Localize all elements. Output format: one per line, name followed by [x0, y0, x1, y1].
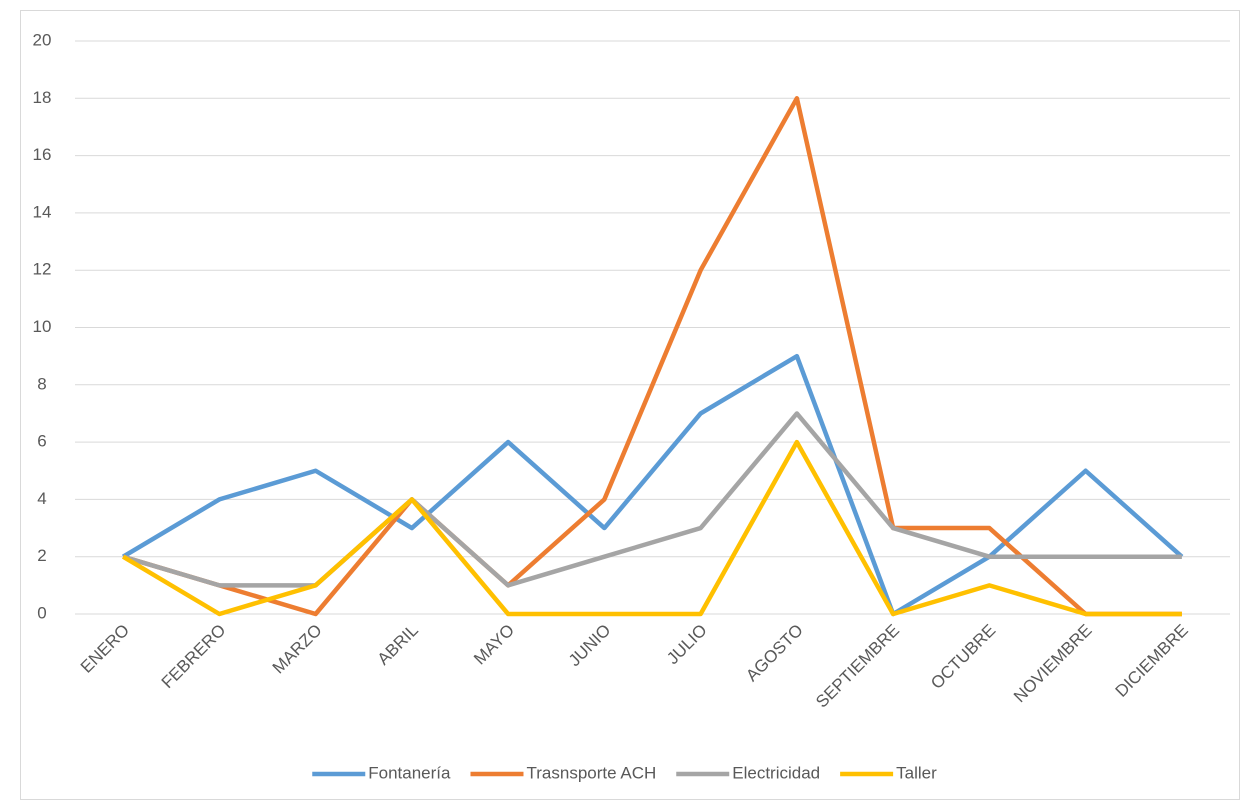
y-tick-label: 16	[33, 145, 52, 164]
y-tick-label: 8	[37, 374, 46, 393]
y-tick-label: 14	[33, 202, 52, 221]
legend-label: Trasnsporte ACH	[526, 763, 656, 782]
legend: Fontanería Trasnsporte ACH Electricidad Tal…	[312, 763, 937, 782]
series-line	[121, 439, 1182, 617]
y-tick-label: 0	[37, 603, 46, 622]
series-line	[122, 411, 1182, 588]
legend-label: Fontanería	[368, 763, 451, 782]
legend-label: Taller	[896, 763, 937, 782]
series-line	[122, 96, 1182, 617]
legend-label: Electricidad	[732, 763, 820, 782]
y-tick-label: 18	[33, 88, 52, 107]
y-tick-label: 10	[33, 317, 52, 336]
y-tick-label: 20	[33, 30, 52, 49]
y-tick-label: 2	[37, 546, 46, 565]
y-tick-label: 4	[37, 489, 46, 508]
chart-border	[20, 10, 1240, 800]
y-tick-label: 6	[37, 432, 46, 451]
y-tick-label: 12	[33, 260, 52, 279]
